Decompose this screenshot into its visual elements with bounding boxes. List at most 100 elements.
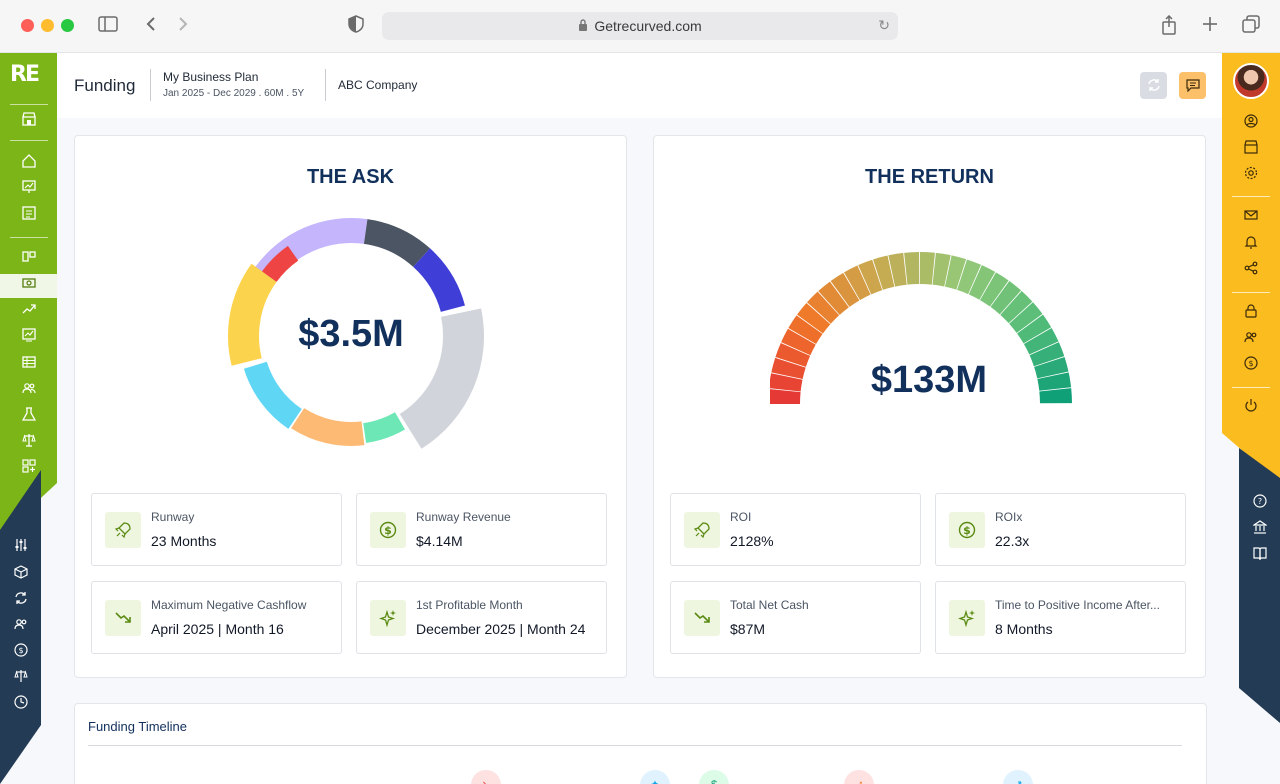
- shield-icon[interactable]: [348, 15, 364, 38]
- timeline-rocket-icon[interactable]: ➶: [844, 770, 874, 784]
- return-title: THE RETURN: [865, 166, 994, 188]
- forward-icon[interactable]: [177, 15, 189, 37]
- table-icon[interactable]: [19, 355, 39, 375]
- card-label: Maximum Negative Cashflow: [151, 598, 307, 612]
- trending-icon[interactable]: [19, 302, 39, 322]
- bank-icon[interactable]: [1250, 520, 1270, 540]
- lock-icon[interactable]: [1241, 304, 1261, 324]
- return-gauge-chart: [770, 252, 1072, 404]
- timeline-trend-down-icon[interactable]: ↘: [471, 770, 501, 784]
- trend-down-icon: [684, 600, 720, 636]
- gauge-segment: [920, 252, 935, 285]
- lock-icon: [578, 18, 588, 34]
- gauge-segment: [781, 328, 816, 356]
- svg-text:$: $: [18, 646, 23, 655]
- sidebar-divider: [1232, 196, 1270, 197]
- balance-icon[interactable]: [11, 669, 31, 689]
- gauge-segment: [944, 255, 967, 290]
- gauge-segment: [1023, 328, 1059, 355]
- dashboard-icon[interactable]: [19, 249, 39, 269]
- maximize-window-button[interactable]: [61, 19, 74, 32]
- presentation-icon[interactable]: [19, 180, 39, 200]
- users-icon[interactable]: [11, 617, 31, 637]
- header-divider: [150, 69, 151, 101]
- app-logo[interactable]: RE: [10, 62, 40, 87]
- ask-panel: THE ASK $3.5M Runway 23 Months $ Runway …: [74, 135, 627, 678]
- back-icon[interactable]: [145, 15, 157, 37]
- new-tab-icon[interactable]: [1202, 15, 1218, 37]
- team-icon[interactable]: [19, 381, 39, 401]
- timeline-dollar-icon[interactable]: $: [699, 770, 729, 784]
- company-name[interactable]: ABC Company: [338, 78, 418, 92]
- apps-icon[interactable]: [19, 459, 39, 479]
- gauge-segment: [771, 357, 806, 380]
- roi-card: ROI 2128%: [670, 493, 921, 566]
- sidebar-item-funding[interactable]: [0, 274, 57, 298]
- close-window-button[interactable]: [21, 19, 34, 32]
- profile-icon[interactable]: [1241, 114, 1261, 134]
- donut-segment[interactable]: [228, 263, 277, 366]
- gauge-segment: [858, 259, 883, 295]
- mail-icon[interactable]: [1241, 208, 1261, 228]
- share-icon[interactable]: [1241, 261, 1261, 281]
- book-icon[interactable]: [1250, 546, 1270, 566]
- power-icon[interactable]: [1241, 398, 1261, 418]
- scale-icon[interactable]: [19, 433, 39, 453]
- donut-segment[interactable]: [262, 245, 299, 282]
- timeline-trending-icon[interactable]: ↗: [1003, 770, 1033, 784]
- donut-segment[interactable]: [243, 361, 302, 429]
- team-icon[interactable]: [1241, 330, 1261, 350]
- ask-donut-chart: [228, 218, 485, 449]
- address-bar[interactable]: Getrecurved.com ↻: [382, 12, 898, 40]
- svg-text:?: ?: [1258, 497, 1262, 506]
- donut-segment[interactable]: [399, 308, 485, 449]
- gauge-segment: [1029, 342, 1065, 367]
- home-icon[interactable]: [19, 154, 39, 174]
- cube-icon[interactable]: [11, 565, 31, 585]
- trend-down-icon: [105, 600, 141, 636]
- total-net-cash-card: Total Net Cash $87M: [670, 581, 921, 654]
- gauge-segment: [807, 291, 840, 324]
- sync-icon[interactable]: [11, 591, 31, 611]
- help-icon[interactable]: ?: [1250, 494, 1270, 514]
- donut-segment[interactable]: [363, 219, 430, 267]
- card-value: 22.3x: [995, 533, 1030, 549]
- card-value: $87M: [730, 621, 766, 637]
- donut-segment[interactable]: [413, 248, 465, 312]
- tab-overview-icon[interactable]: [1242, 15, 1260, 38]
- minimize-window-button[interactable]: [41, 19, 54, 32]
- rocket-icon: [105, 512, 141, 548]
- sidebar-divider: [10, 104, 48, 105]
- gauge-segment: [788, 315, 823, 344]
- timeline-sparkle-icon[interactable]: ✦: [640, 770, 670, 784]
- settings-icon[interactable]: [1241, 166, 1261, 186]
- gauge-segment: [904, 252, 920, 285]
- gauge-segment: [980, 272, 1009, 307]
- comments-button[interactable]: [1179, 72, 1206, 99]
- sidebar-toggle-icon[interactable]: [98, 15, 118, 37]
- plan-name[interactable]: My Business Plan: [163, 70, 259, 84]
- chart-icon[interactable]: [19, 328, 39, 348]
- svg-text:$: $: [963, 524, 971, 537]
- dollar-icon[interactable]: $: [1241, 356, 1261, 376]
- reload-icon[interactable]: ↻: [878, 17, 890, 33]
- clock-icon[interactable]: [11, 695, 31, 715]
- store-icon[interactable]: [1241, 140, 1261, 160]
- funding-timeline-panel: Funding Timeline ↘ ✦ $ ➶ ↗: [74, 703, 1207, 784]
- lab-icon[interactable]: [19, 407, 39, 427]
- sidebar-divider: [10, 237, 48, 238]
- refresh-button[interactable]: [1140, 72, 1167, 99]
- store-icon[interactable]: [19, 112, 39, 132]
- sliders-icon[interactable]: [11, 538, 31, 558]
- gauge-segment: [873, 255, 895, 290]
- share-icon[interactable]: [1161, 14, 1177, 40]
- report-icon[interactable]: [19, 206, 39, 226]
- dollar-icon[interactable]: $: [11, 643, 31, 663]
- sparkle-icon: [370, 600, 406, 636]
- bell-icon[interactable]: [1241, 235, 1261, 255]
- user-avatar[interactable]: [1233, 63, 1269, 99]
- gauge-segment: [1009, 302, 1043, 333]
- donut-segment[interactable]: [291, 408, 365, 446]
- donut-segment[interactable]: [363, 412, 405, 443]
- dollar-icon: $: [949, 512, 985, 548]
